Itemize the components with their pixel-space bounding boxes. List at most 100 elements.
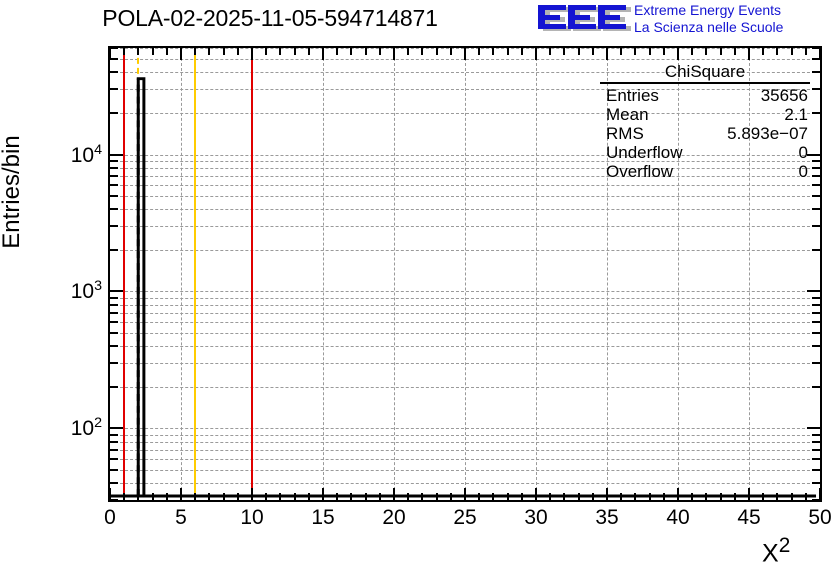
x-tick-minor	[449, 493, 452, 500]
x-tick-top-major	[180, 48, 182, 60]
gridline-horizontal	[110, 428, 820, 430]
x-tick-minor	[336, 493, 339, 500]
stats-row-key: Overflow	[606, 162, 674, 181]
x-tick-label: 10	[240, 506, 264, 529]
x-tick-major	[322, 488, 324, 500]
y-tick-right-minor	[812, 344, 820, 347]
x-tick-top-minor	[549, 48, 552, 55]
x-tick-minor	[236, 493, 239, 500]
y-tick-right-minor	[812, 174, 820, 177]
y-tick-major	[110, 290, 123, 293]
x-tick-minor	[790, 493, 793, 500]
gridline-horizontal	[110, 154, 820, 156]
gridline-horizontal	[110, 175, 820, 177]
x-tick-top-minor	[506, 48, 509, 55]
y-tick-minor	[110, 362, 118, 365]
gridline-vertical	[607, 48, 608, 500]
y-tick-minor	[110, 249, 118, 252]
x-tick-minor	[378, 493, 381, 500]
y-tick-minor	[110, 440, 118, 443]
stats-row-key: Entries	[606, 86, 659, 105]
gridline-vertical	[749, 48, 750, 500]
x-tick-top-minor	[293, 48, 296, 55]
x-axis-title-base: X	[762, 539, 779, 568]
page-title: POLA-02-2025-11-05-594714871	[102, 5, 438, 31]
x-tick-top-minor	[662, 48, 665, 55]
y-tick-label-base: 10	[70, 280, 95, 304]
stats-box-rows: Entries 35656 Mean 2.1 RMS 5.893e−07 Underflow…	[596, 86, 814, 181]
gridline-horizontal	[110, 345, 820, 347]
stats-row: Overflow 0	[596, 162, 814, 181]
y-tick-minor	[110, 194, 118, 197]
x-tick-top-major	[109, 48, 111, 60]
x-tick-top-major	[819, 48, 821, 60]
x-tick-top-minor	[804, 48, 807, 55]
gridline-vertical	[323, 48, 324, 500]
y-tick-minor	[110, 320, 118, 323]
y-tick-right-minor	[812, 331, 820, 334]
y-tick-right-minor	[812, 249, 820, 252]
stats-row-key: RMS	[606, 124, 644, 143]
x-tick-minor	[137, 493, 140, 500]
y-tick-right-minor	[812, 481, 820, 484]
y-tick-right-minor	[812, 433, 820, 436]
x-tick-label: 25	[453, 506, 477, 529]
x-tick-minor	[407, 493, 410, 500]
x-tick-top-major	[393, 48, 395, 60]
y-tick-right-minor	[812, 468, 820, 471]
gridline-horizontal	[110, 297, 820, 299]
y-tick-right-minor	[812, 194, 820, 197]
x-tick-top-major	[322, 48, 324, 60]
gridline-vertical	[678, 48, 679, 500]
x-tick-top-minor	[364, 48, 367, 55]
marker-line-mid-cut	[194, 48, 197, 500]
x-tick-minor	[804, 493, 807, 500]
gridline-horizontal	[110, 226, 820, 228]
x-tick-top-minor	[435, 48, 438, 55]
gridline-horizontal	[110, 449, 820, 451]
x-tick-top-minor	[336, 48, 339, 55]
x-tick-label: 0	[104, 506, 116, 529]
y-tick-right-minor	[812, 57, 820, 60]
y-tick-minor	[110, 183, 118, 186]
x-tick-minor	[577, 493, 580, 500]
gridline-horizontal	[110, 72, 820, 74]
x-tick-major	[677, 488, 679, 500]
x-tick-minor	[194, 493, 197, 500]
stats-row-key: Mean	[606, 105, 649, 124]
x-tick-label: 20	[382, 506, 406, 529]
gridline-horizontal	[110, 113, 820, 115]
gridline-horizontal	[110, 160, 820, 162]
y-tick-minor	[110, 71, 118, 74]
x-tick-top-minor	[648, 48, 651, 55]
x-tick-top-minor	[705, 48, 708, 55]
y-tick-minor	[110, 499, 118, 501]
x-tick-minor	[265, 493, 268, 500]
y-tick-label-exponent: 2	[94, 415, 102, 432]
y-tick-right-major	[807, 153, 820, 156]
x-tick-top-minor	[762, 48, 765, 55]
gridline-horizontal	[110, 363, 820, 365]
stats-row: Underflow 0	[596, 143, 814, 162]
y-tick-label: 102	[50, 415, 102, 441]
y-tick-label-exponent: 4	[94, 141, 102, 158]
y-tick-minor	[110, 344, 118, 347]
x-tick-major	[393, 488, 395, 500]
y-tick-label-exponent: 3	[94, 278, 102, 295]
x-tick-top-major	[677, 48, 679, 60]
x-tick-top-minor	[691, 48, 694, 55]
x-tick-top-minor	[634, 48, 637, 55]
x-tick-top-minor	[165, 48, 168, 55]
y-tick-major	[110, 427, 123, 430]
x-tick-top-minor	[591, 48, 594, 55]
y-tick-minor	[110, 88, 118, 91]
stats-box: ChiSquare Entries 35656 Mean 2.1 RMS 5.893e−0…	[596, 62, 814, 181]
x-tick-label: 40	[666, 506, 690, 529]
marker-line-upper-cut	[251, 48, 253, 500]
x-tick-minor	[165, 493, 168, 500]
y-tick-minor	[110, 57, 118, 60]
gridline-horizontal	[110, 195, 820, 197]
x-tick-top-major	[748, 48, 750, 60]
x-tick-top-minor	[350, 48, 353, 55]
